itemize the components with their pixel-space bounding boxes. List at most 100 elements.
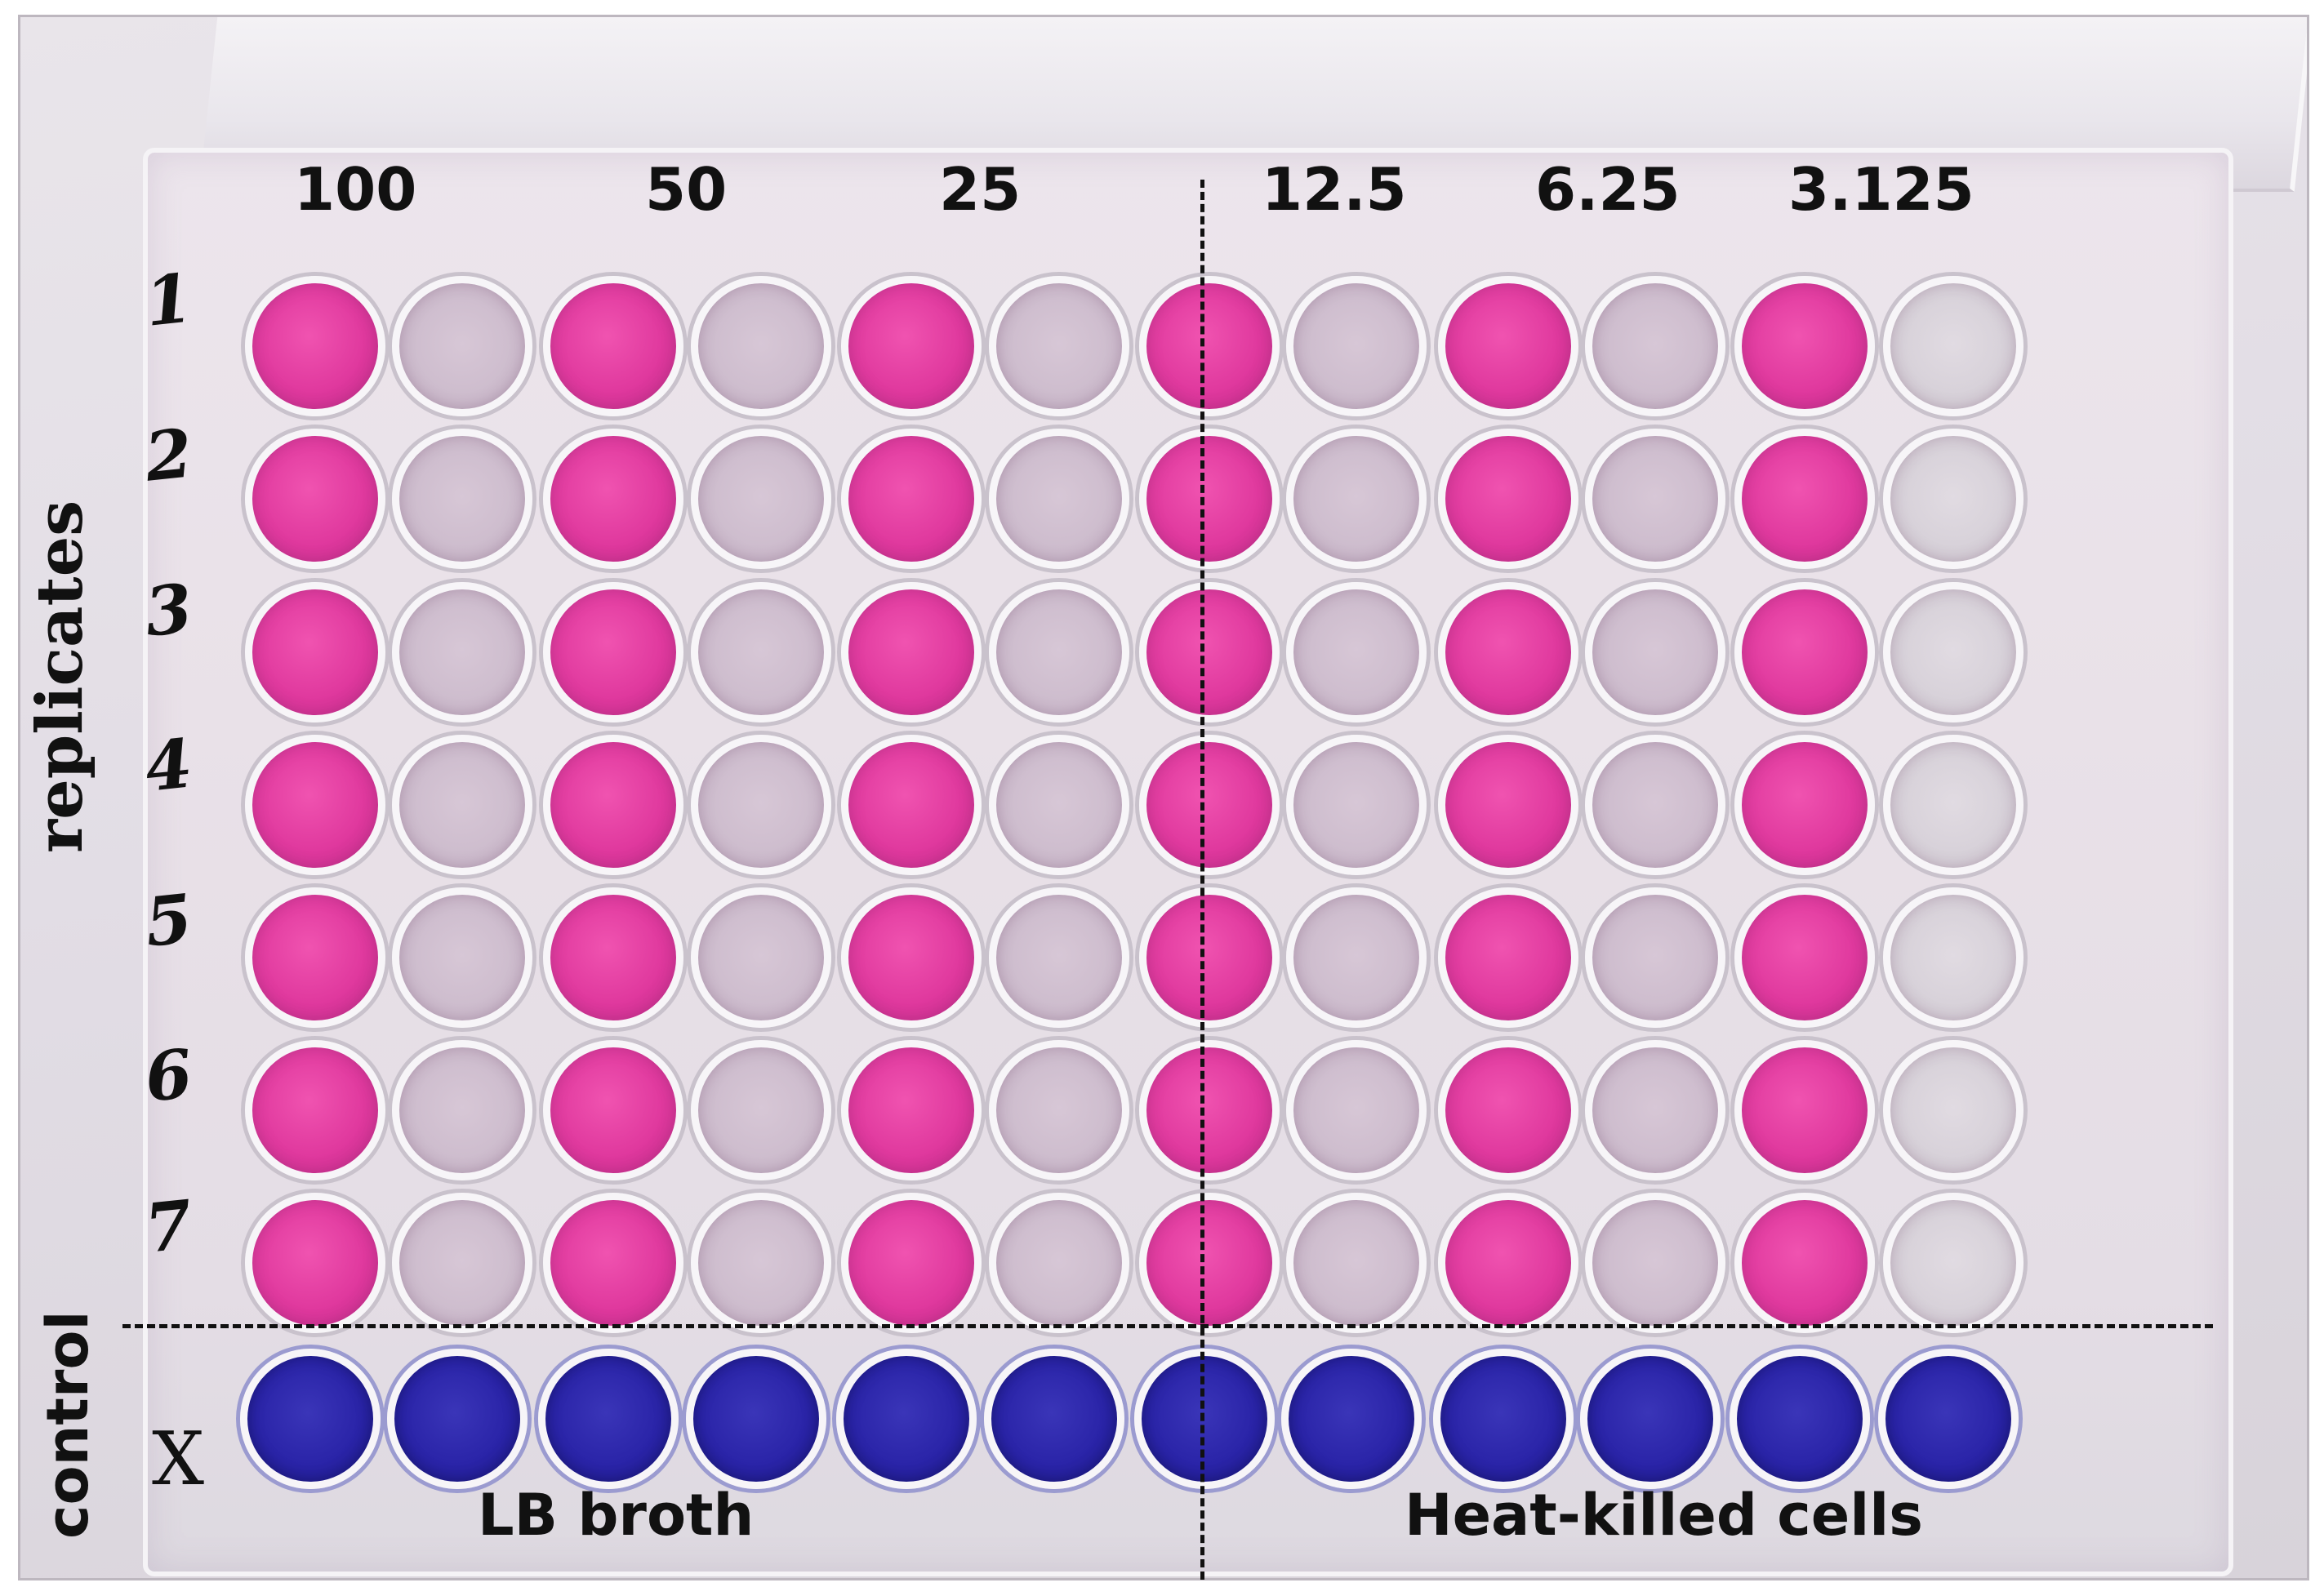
pink-well — [841, 429, 982, 569]
pink-well — [245, 1193, 385, 1333]
control-blue-well — [538, 1349, 679, 1489]
pink-well — [1139, 1040, 1280, 1180]
lb-broth-label: LB broth — [478, 1482, 755, 1549]
pale-well — [1883, 735, 2023, 875]
pale-well — [1286, 429, 1427, 569]
pink-well — [1139, 1193, 1280, 1333]
horizontal-divider — [122, 1324, 2213, 1328]
pale-well — [1585, 276, 1725, 416]
pink-well — [1734, 1040, 1875, 1180]
pink-well — [245, 1040, 385, 1180]
pale-well — [1883, 1193, 2023, 1333]
pink-well — [1139, 429, 1280, 569]
pale-well — [989, 1193, 1129, 1333]
control-blue-well — [1580, 1349, 1721, 1489]
pale-well — [691, 582, 831, 722]
pale-well — [1585, 735, 1725, 875]
pale-well — [989, 582, 1129, 722]
pink-well — [1438, 582, 1578, 722]
pale-well — [1585, 582, 1725, 722]
replicate-mark: 1 — [141, 259, 196, 342]
pink-well — [1734, 429, 1875, 569]
pale-well — [1286, 1040, 1427, 1180]
replicate-mark: 2 — [141, 414, 196, 497]
pale-well — [989, 429, 1129, 569]
control-blue-well — [1134, 1349, 1275, 1489]
control-row-mark: X — [152, 1416, 205, 1502]
control-blue-well — [1730, 1349, 1870, 1489]
pink-well — [1139, 887, 1280, 1028]
pink-well — [1438, 1193, 1578, 1333]
pale-well — [1286, 887, 1427, 1028]
pink-well — [1438, 1040, 1578, 1180]
pink-well — [1734, 887, 1875, 1028]
concentration-label: 25 — [939, 155, 1022, 224]
pale-well — [691, 887, 831, 1028]
control-label: control — [34, 1310, 101, 1540]
pale-well — [691, 1193, 831, 1333]
pink-well — [841, 582, 982, 722]
pale-well — [392, 1193, 532, 1333]
pale-well — [691, 429, 831, 569]
pale-well — [691, 735, 831, 875]
concentration-label: 100 — [294, 155, 417, 224]
pink-well — [245, 887, 385, 1028]
pink-well — [543, 735, 683, 875]
control-blue-well — [836, 1349, 977, 1489]
pink-well — [1139, 582, 1280, 722]
replicate-mark: 3 — [141, 569, 196, 652]
pale-well — [691, 276, 831, 416]
pink-well — [1438, 276, 1578, 416]
concentration-label: 50 — [645, 155, 728, 224]
replicate-mark: 6 — [141, 1034, 196, 1118]
pale-well — [1883, 582, 2023, 722]
pale-well — [1286, 735, 1427, 875]
pink-well — [841, 1040, 982, 1180]
control-blue-well — [1281, 1349, 1422, 1489]
pale-well — [1585, 429, 1725, 569]
replicate-mark: 4 — [141, 724, 196, 807]
replicate-mark: 7 — [141, 1185, 196, 1269]
pink-well — [543, 1193, 683, 1333]
pink-well — [1139, 276, 1280, 416]
pink-well — [543, 582, 683, 722]
pale-well — [1883, 1040, 2023, 1180]
vertical-divider — [1200, 180, 1204, 1580]
pink-well — [245, 735, 385, 875]
pale-well — [1883, 429, 2023, 569]
pale-well — [989, 735, 1129, 875]
pale-well — [989, 887, 1129, 1028]
pink-well — [245, 429, 385, 569]
replicate-mark: 5 — [141, 879, 196, 962]
pale-well — [989, 1040, 1129, 1180]
pink-well — [543, 1040, 683, 1180]
control-blue-well — [686, 1349, 826, 1489]
control-blue-well — [240, 1349, 381, 1489]
concentration-label: 12.5 — [1262, 155, 1407, 224]
pink-well — [841, 1193, 982, 1333]
pink-well — [543, 429, 683, 569]
pale-well — [392, 276, 532, 416]
pink-well — [1734, 1193, 1875, 1333]
pale-well — [989, 276, 1129, 416]
control-blue-well — [1433, 1349, 1574, 1489]
pale-well — [392, 582, 532, 722]
pink-well — [1438, 429, 1578, 569]
pale-well — [392, 887, 532, 1028]
pink-well — [1438, 887, 1578, 1028]
pale-well — [691, 1040, 831, 1180]
pale-well — [1883, 887, 2023, 1028]
pale-well — [1585, 1193, 1725, 1333]
pale-well — [1286, 1193, 1427, 1333]
pink-well — [1734, 582, 1875, 722]
concentration-label: 3.125 — [1788, 155, 1975, 224]
pink-well — [1734, 276, 1875, 416]
pink-well — [543, 276, 683, 416]
control-blue-well — [387, 1349, 528, 1489]
pale-well — [392, 429, 532, 569]
pale-well — [392, 735, 532, 875]
pink-well — [841, 276, 982, 416]
pale-well — [1286, 582, 1427, 722]
replicates-label: replicates — [23, 500, 97, 853]
pale-well — [1585, 1040, 1725, 1180]
